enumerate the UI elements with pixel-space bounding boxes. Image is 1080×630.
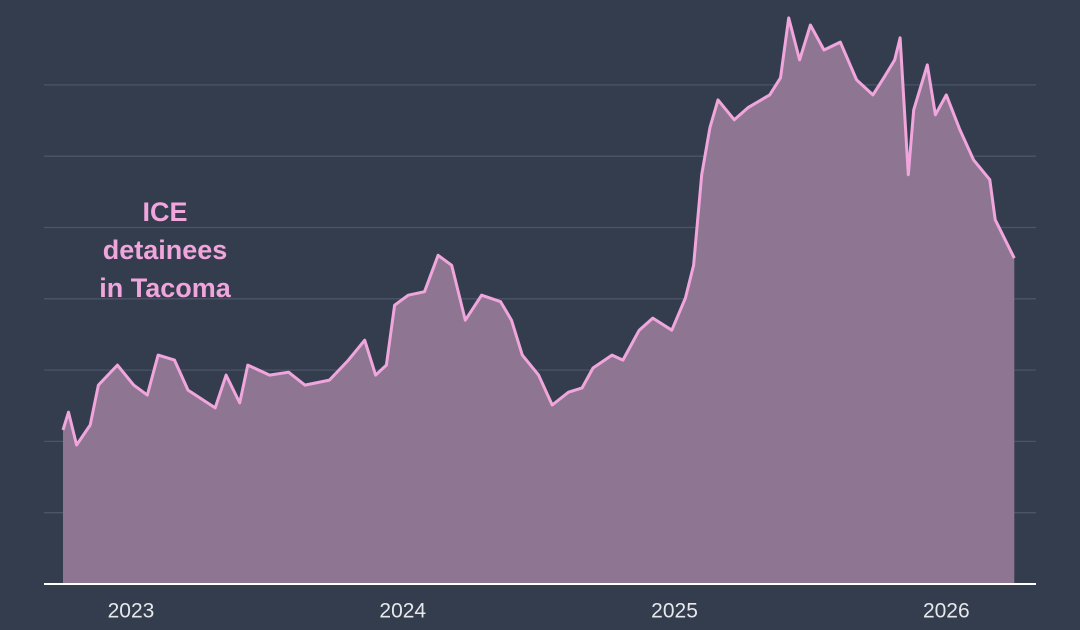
annotation-line: in Tacoma — [99, 273, 232, 303]
annotation-line: detainees — [103, 235, 228, 265]
area — [63, 17, 1015, 584]
x-axis: 2023 2024 2025 2026 — [108, 600, 970, 623]
annotation-line: ICE — [142, 197, 187, 227]
annotation: ICE detainees in Tacoma — [99, 197, 232, 303]
line — [61, 16, 1016, 447]
x-tick-label: 2025 — [651, 600, 698, 623]
x-tick-label: 2023 — [108, 600, 155, 623]
x-tick-label: 2024 — [379, 600, 426, 623]
plot — [61, 16, 1016, 584]
x-tick-label: 2026 — [923, 600, 970, 623]
